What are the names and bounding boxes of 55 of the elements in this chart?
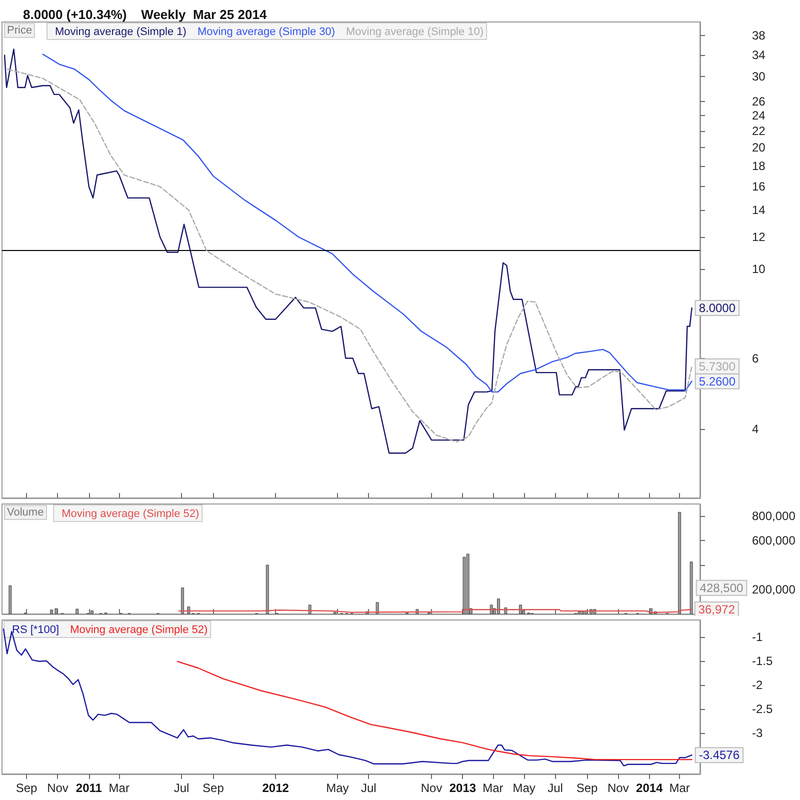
x-tick-label: May bbox=[512, 781, 536, 795]
y-tick-label: 10 bbox=[752, 262, 766, 276]
y-tick-label: 200,000 bbox=[752, 582, 796, 597]
y-tick-label: 6 bbox=[752, 351, 759, 366]
y-tick-label: -2.5 bbox=[752, 702, 774, 716]
x-tick-label: 2014 bbox=[636, 781, 664, 795]
legend-title: Volume bbox=[7, 506, 44, 518]
x-tick-label: Mar bbox=[482, 781, 504, 795]
y-tick-label: 800,000 bbox=[752, 509, 796, 524]
y-tick-label: 20 bbox=[752, 140, 766, 155]
series-label: RS [*100] bbox=[12, 624, 60, 636]
x-tick-label: 2013 bbox=[449, 781, 476, 795]
y-tick-label: -1 bbox=[752, 630, 763, 644]
y-tick-label: -2 bbox=[752, 678, 763, 692]
y-tick-label: 14 bbox=[752, 203, 766, 218]
legend-title: Price bbox=[7, 24, 32, 36]
y-tick-label: 38 bbox=[752, 28, 766, 42]
y-tick-label: -1.5 bbox=[752, 654, 774, 668]
y-tick-label: 12 bbox=[752, 230, 766, 244]
y-tick-label: 16 bbox=[752, 180, 766, 194]
y-tick-label: 30 bbox=[752, 70, 766, 84]
x-tick-label: Sep bbox=[202, 781, 224, 795]
y-tick-label: 34 bbox=[752, 48, 766, 62]
y-tick-label: -3 bbox=[752, 726, 763, 740]
x-tick-label: 2012 bbox=[262, 781, 290, 795]
data-label: 8.0000 bbox=[698, 300, 736, 315]
y-tick-label: 24 bbox=[752, 108, 766, 123]
text: Moving average (Simple 52) bbox=[70, 624, 208, 636]
x-tick-label: Jul bbox=[174, 781, 190, 795]
y-tick-label: 4 bbox=[752, 422, 759, 436]
text: Moving average (Simple 30) bbox=[197, 26, 336, 38]
y-tick-label: 22 bbox=[752, 124, 766, 138]
y-tick-label: 600,000 bbox=[752, 534, 796, 548]
data-label: 428,500 bbox=[700, 580, 744, 595]
x-tick-label: May bbox=[326, 781, 349, 795]
y-tick-label: 26 bbox=[752, 94, 766, 109]
x-tick-label: Jul bbox=[548, 781, 563, 795]
x-tick-label: Mar bbox=[669, 781, 690, 795]
x-tick-label: Sep bbox=[16, 781, 38, 795]
x-tick-label: 2011 bbox=[76, 781, 102, 795]
data-label: -3.4576 bbox=[698, 748, 740, 762]
x-tick-label: Jul bbox=[360, 781, 376, 795]
text: Moving average (Simple 52) bbox=[62, 508, 200, 520]
y-tick-label: 18 bbox=[752, 159, 766, 174]
x-tick-label: Nov bbox=[420, 781, 442, 795]
text: Moving average (Simple 10) bbox=[346, 26, 484, 38]
data-label: 36,972 bbox=[698, 602, 736, 616]
x-tick-label: Mar bbox=[108, 781, 130, 795]
data-label: 5.7300 bbox=[698, 359, 736, 374]
text: Moving average (Simple 1) bbox=[55, 26, 186, 38]
x-tick-label: Nov bbox=[608, 781, 629, 795]
x-tick-label: Sep bbox=[576, 781, 598, 795]
x-tick-label: Nov bbox=[47, 781, 68, 795]
chart-title: 8.0000 (+10.34%) Weekly Mar 25 2014 bbox=[23, 7, 268, 22]
data-label: 5.2600 bbox=[698, 374, 736, 388]
